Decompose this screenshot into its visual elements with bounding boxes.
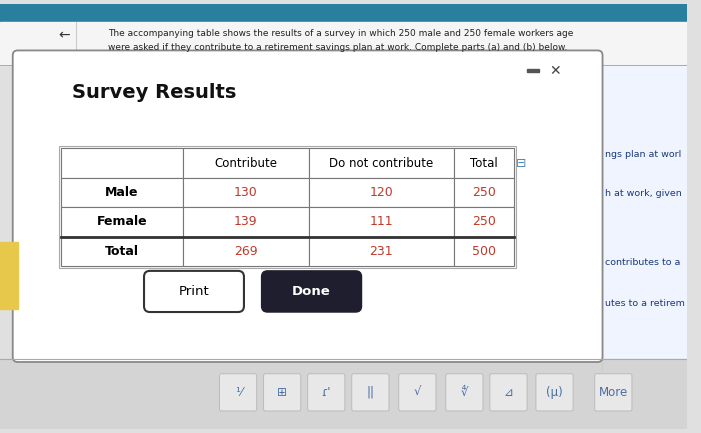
Bar bbox=[454, 207, 515, 236]
Text: The accompanying table shows the results of a survey in which 250 male and 250 f: The accompanying table shows the results… bbox=[108, 29, 573, 38]
Text: ⅟: ⅟ bbox=[235, 386, 241, 399]
Bar bbox=[61, 149, 183, 178]
FancyBboxPatch shape bbox=[144, 271, 244, 312]
Text: Total: Total bbox=[470, 157, 498, 170]
Text: were asked if they contribute to a retirement savings plan at work. Complete par: were asked if they contribute to a retir… bbox=[108, 43, 567, 52]
Text: ⊿: ⊿ bbox=[503, 386, 513, 399]
FancyBboxPatch shape bbox=[219, 374, 257, 411]
FancyBboxPatch shape bbox=[13, 50, 603, 362]
Bar bbox=[0, 359, 687, 429]
Text: More: More bbox=[599, 386, 628, 399]
Text: ||: || bbox=[367, 386, 374, 399]
Bar bbox=[454, 149, 515, 178]
FancyBboxPatch shape bbox=[352, 374, 389, 411]
Bar bbox=[308, 207, 454, 236]
Text: Female: Female bbox=[97, 215, 147, 228]
Text: Done: Done bbox=[292, 285, 331, 298]
Bar bbox=[308, 236, 454, 266]
Text: ∜: ∜ bbox=[461, 386, 468, 399]
Bar bbox=[61, 178, 183, 207]
Text: 231: 231 bbox=[369, 245, 393, 258]
Text: (µ): (µ) bbox=[546, 386, 563, 399]
FancyBboxPatch shape bbox=[490, 374, 527, 411]
Text: Total: Total bbox=[105, 245, 139, 258]
Text: ɾ': ɾ' bbox=[322, 386, 331, 399]
Text: Male: Male bbox=[105, 186, 139, 199]
Bar bbox=[454, 178, 515, 207]
Text: 111: 111 bbox=[369, 215, 393, 228]
Text: contributes to a: contributes to a bbox=[606, 258, 681, 267]
Bar bbox=[308, 149, 454, 178]
Text: √: √ bbox=[414, 386, 421, 399]
Bar bbox=[183, 149, 308, 178]
Text: ⊞: ⊞ bbox=[277, 386, 287, 399]
Bar bbox=[61, 207, 183, 236]
Text: 130: 130 bbox=[234, 186, 258, 199]
Text: ngs plan at worl: ngs plan at worl bbox=[606, 150, 681, 159]
Bar bbox=[308, 178, 454, 207]
Text: 139: 139 bbox=[234, 215, 258, 228]
Text: Print: Print bbox=[179, 285, 210, 298]
Bar bbox=[59, 146, 517, 268]
Text: utes to a retirem: utes to a retirem bbox=[606, 299, 686, 308]
FancyBboxPatch shape bbox=[399, 374, 436, 411]
Text: 269: 269 bbox=[234, 245, 258, 258]
Text: 120: 120 bbox=[369, 186, 393, 199]
FancyBboxPatch shape bbox=[536, 374, 573, 411]
Bar bbox=[601, 65, 687, 369]
Bar bbox=[183, 178, 308, 207]
Text: ←: ← bbox=[58, 29, 69, 43]
Text: Survey Results: Survey Results bbox=[72, 83, 236, 102]
Bar bbox=[61, 236, 183, 266]
Text: 500: 500 bbox=[472, 245, 496, 258]
Bar bbox=[454, 236, 515, 266]
Bar bbox=[183, 236, 308, 266]
Bar bbox=[0, 22, 687, 65]
FancyBboxPatch shape bbox=[264, 374, 301, 411]
FancyBboxPatch shape bbox=[446, 374, 483, 411]
Text: 250: 250 bbox=[472, 186, 496, 199]
Bar bbox=[183, 207, 308, 236]
Text: ✕: ✕ bbox=[550, 64, 562, 78]
Bar bbox=[527, 69, 539, 72]
Text: Do not contribute: Do not contribute bbox=[329, 157, 433, 170]
FancyBboxPatch shape bbox=[261, 271, 362, 312]
Text: 250: 250 bbox=[472, 215, 496, 228]
Text: Contribute: Contribute bbox=[215, 157, 278, 170]
Bar bbox=[0, 4, 687, 22]
FancyBboxPatch shape bbox=[594, 374, 632, 411]
Text: h at work, given: h at work, given bbox=[606, 189, 682, 198]
FancyBboxPatch shape bbox=[308, 374, 345, 411]
Bar bbox=[0, 242, 18, 309]
Text: ⊟: ⊟ bbox=[516, 157, 526, 170]
